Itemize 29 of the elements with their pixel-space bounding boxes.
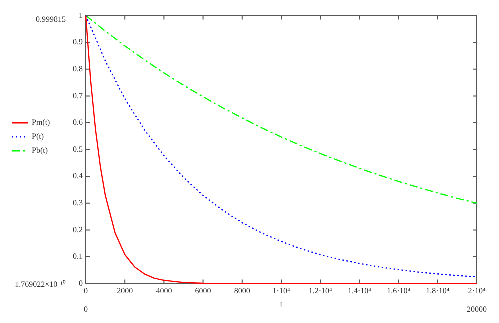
y-tick-label: 0.4 <box>73 172 83 181</box>
legend-label: P(t) <box>32 132 44 142</box>
x-axis-title: t <box>280 299 284 308</box>
y-tick-label: 0.6 <box>73 118 83 128</box>
x-tick-label: 2·10⁴ <box>468 286 486 296</box>
x-tick-label: 1.4·10⁴ <box>348 286 372 296</box>
text: 1.769022×10⁻¹⁰ <box>15 280 66 289</box>
text: 0.999815 <box>36 14 66 24</box>
y-tick-label: 0.5 <box>73 144 83 154</box>
x-tick-label: 1.8·10⁴ <box>426 286 450 296</box>
x-tick-label: 8000 <box>234 286 250 296</box>
y-tick-label: 0 <box>79 278 83 288</box>
y-tick-label: 0.7 <box>73 91 83 100</box>
y-tick-label: 0.3 <box>73 198 83 208</box>
line-series <box>85 15 478 204</box>
y-tick-label: 0.1 <box>73 252 83 262</box>
x-tick-label: 6000 <box>195 286 212 296</box>
x-tick-label: 2000 <box>117 286 134 296</box>
y-tick-label: 0.8 <box>73 64 83 74</box>
y-tick-label: 1 <box>79 10 83 20</box>
x-tick-label: 1·10⁴ <box>272 286 290 296</box>
x-tick-label: 1.2·10⁴ <box>308 286 333 296</box>
x-tick-label: 4000 <box>156 286 172 296</box>
y-tick-label: 0.9 <box>73 38 83 47</box>
legend-label: Pm(t) <box>32 118 51 128</box>
y-tick-label: 0.2 <box>73 225 83 234</box>
text: 20000 <box>467 304 487 314</box>
legend-label: Pb(t) <box>32 146 48 156</box>
x-tick-label: 1.6·10⁴ <box>387 286 411 296</box>
